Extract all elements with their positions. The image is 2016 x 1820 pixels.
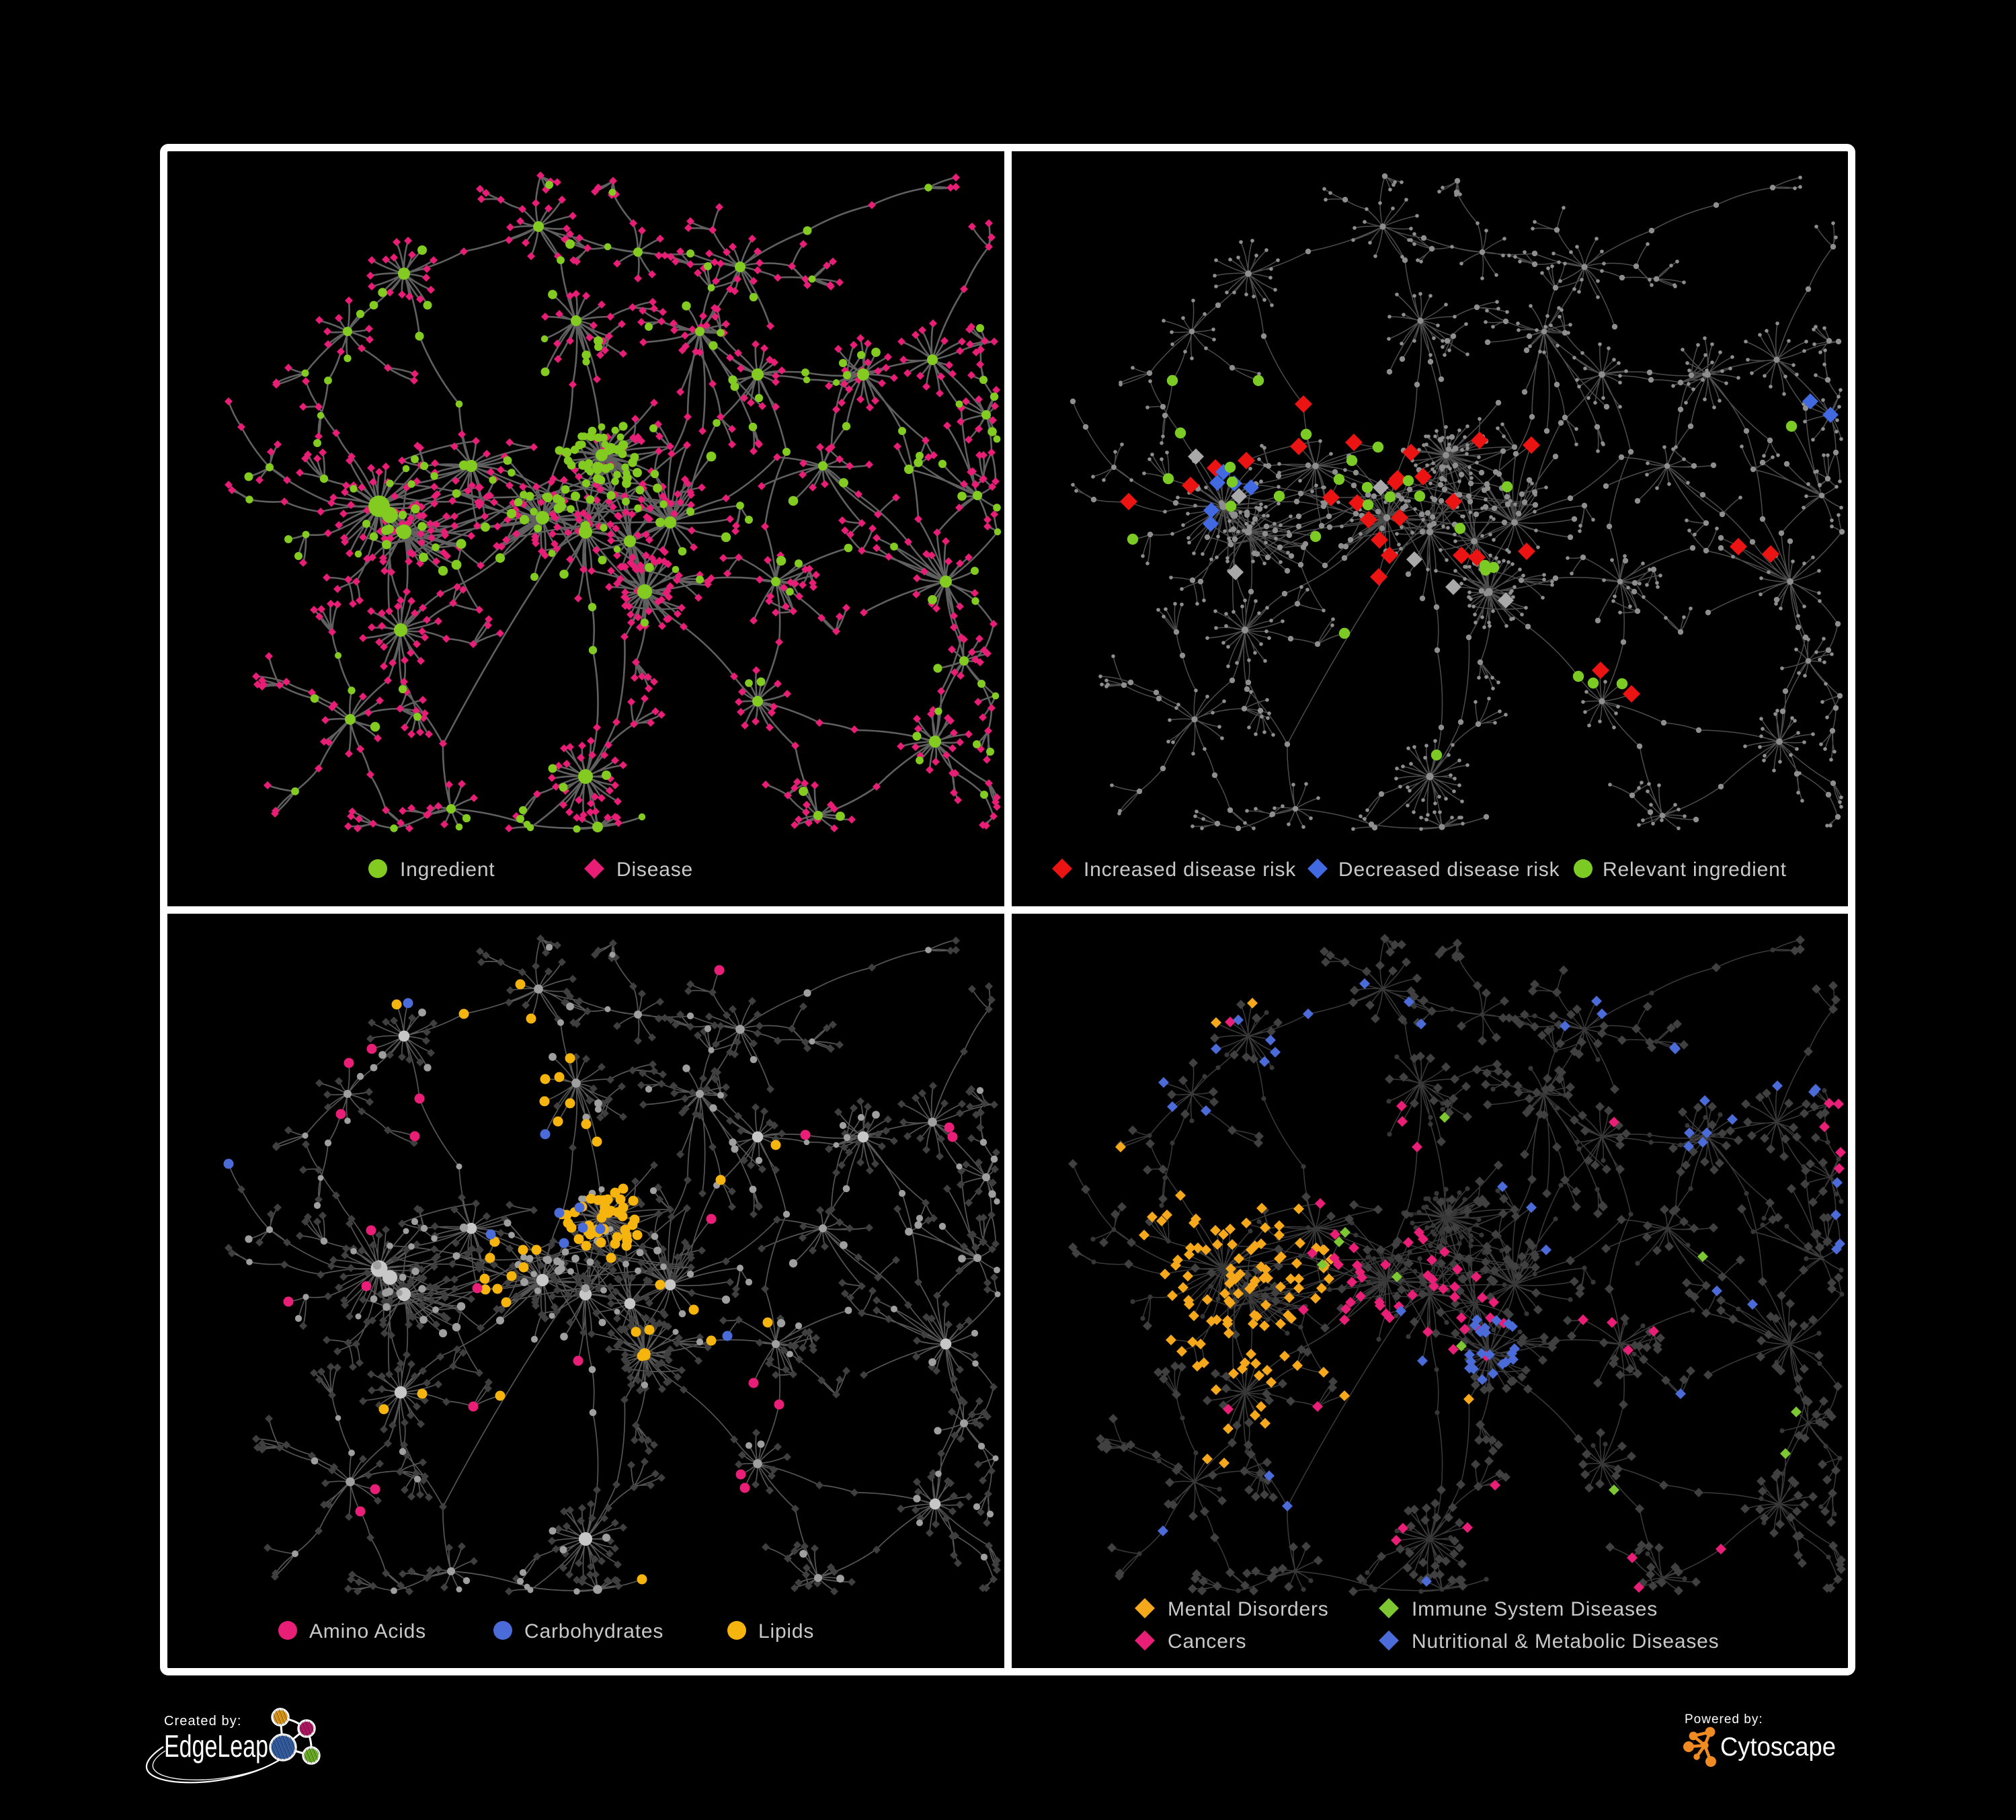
svg-text:Immune System Diseases: Immune System Diseases <box>1412 1598 1658 1620</box>
svg-text:Amino Acids: Amino Acids <box>309 1620 426 1643</box>
svg-text:Disease: Disease <box>616 859 693 881</box>
svg-text:Mental Disorders: Mental Disorders <box>1168 1598 1329 1620</box>
svg-text:EdgeLeap: EdgeLeap <box>164 1729 268 1764</box>
svg-text:Increased disease risk: Increased disease risk <box>1084 859 1296 881</box>
svg-text:Cancers: Cancers <box>1168 1630 1246 1653</box>
svg-text:Powered by:: Powered by: <box>1685 1712 1763 1727</box>
svg-text:Lipids: Lipids <box>758 1620 814 1643</box>
svg-text:Relevant ingredient: Relevant ingredient <box>1603 859 1787 881</box>
svg-text:Cytoscape: Cytoscape <box>1720 1733 1836 1762</box>
svg-text:Nutritional & Metabolic Diseas: Nutritional & Metabolic Diseases <box>1412 1630 1719 1653</box>
svg-text:Carbohydrates: Carbohydrates <box>524 1620 663 1643</box>
svg-text:Decreased disease risk: Decreased disease risk <box>1338 859 1560 881</box>
svg-text:Ingredient: Ingredient <box>400 859 495 881</box>
svg-text:Created by:: Created by: <box>164 1714 242 1729</box>
